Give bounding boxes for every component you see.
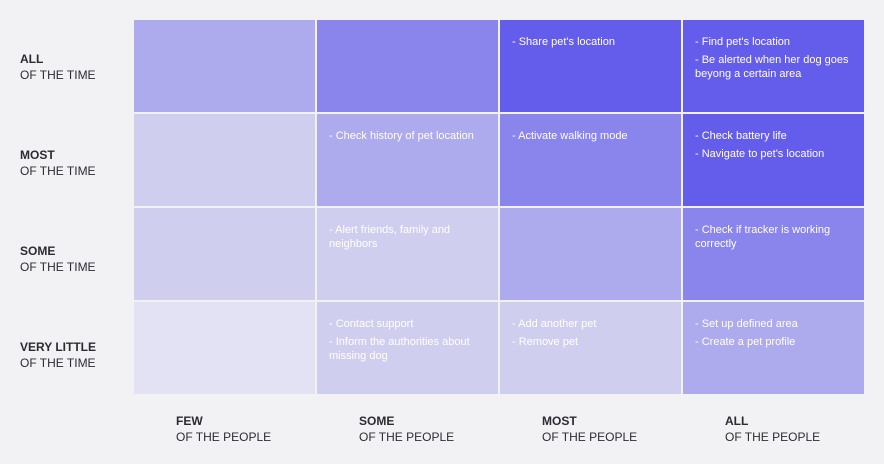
matrix-cell [134,114,315,206]
col-label-most-of-the-people: MOST OF THE PEOPLE [542,413,712,445]
row-label-strong: VERY LITTLE [20,340,97,354]
cell-item: - Alert friends, family and neighbors [329,224,451,250]
matrix-cell: - Activate walking mode [500,114,681,206]
col-label-strong: ALL [725,414,749,428]
matrix-cell: - Add another pet - Remove pet [500,302,681,394]
cell-item: - Share pet's location [512,36,615,48]
cell-item: - Check if tracker is working correctly [695,224,831,250]
cell-item: - Create a pet profile [695,336,796,348]
row-label-sub: OF THE TIME [20,260,96,274]
cell-item: - Check battery life [695,130,787,142]
col-label-all-of-the-people: ALL OF THE PEOPLE [725,413,884,445]
matrix-cell [134,20,315,112]
matrix-cell: - Check history of pet location [317,114,498,206]
matrix-cell: - Check if tracker is working correctly [683,208,864,300]
row-label-very-little-of-the-time: VERY LITTLE OF THE TIME [20,339,130,371]
cell-item: - Remove pet [512,336,579,348]
frequency-matrix-grid: - Share pet's location - Find pet's locat… [134,20,864,394]
cell-item: - Inform the authorities about missing d… [329,336,470,362]
cell-item: - Navigate to pet's location [695,148,825,160]
matrix-cell: - Contact support - Inform the authoritie… [317,302,498,394]
matrix-cell: - Share pet's location [500,20,681,112]
row-label-strong: ALL [20,52,44,66]
col-label-strong: MOST [542,414,577,428]
row-label-strong: SOME [20,244,56,258]
matrix-cell [317,20,498,112]
col-label-few-of-the-people: FEW OF THE PEOPLE [176,413,346,445]
cell-item: - Find pet's location [695,36,791,48]
col-label-sub: OF THE PEOPLE [359,430,455,444]
matrix-cell: - Find pet's location - Be alerted when h… [683,20,864,112]
row-label-strong: MOST [20,148,55,162]
matrix-cell: - Alert friends, family and neighbors [317,208,498,300]
cell-item: - Activate walking mode [512,130,628,142]
col-label-sub: OF THE PEOPLE [725,430,821,444]
col-label-sub: OF THE PEOPLE [176,430,272,444]
cell-item: - Contact support [329,318,414,330]
col-label-some-of-the-people: SOME OF THE PEOPLE [359,413,529,445]
matrix-cell [134,208,315,300]
row-label-sub: OF THE TIME [20,164,96,178]
cell-item: - Be alerted when her dog goes beyong a … [695,54,849,80]
col-label-strong: SOME [359,414,395,428]
cell-item: - Add another pet [512,318,597,330]
cell-item: - Check history of pet location [329,130,474,142]
matrix-cell [134,302,315,394]
row-label-sub: OF THE TIME [20,68,96,82]
col-label-strong: FEW [176,414,203,428]
matrix-cell: - Set up defined area - Create a pet prof… [683,302,864,394]
cell-item: - Set up defined area [695,318,798,330]
row-label-most-of-the-time: MOST OF THE TIME [20,147,130,179]
matrix-cell: - Check battery life - Navigate to pet's … [683,114,864,206]
matrix-cell [500,208,681,300]
row-label-sub: OF THE TIME [20,356,96,370]
col-label-sub: OF THE PEOPLE [542,430,638,444]
row-label-all-of-the-time: ALL OF THE TIME [20,51,130,83]
row-label-some-of-the-time: SOME OF THE TIME [20,243,130,275]
